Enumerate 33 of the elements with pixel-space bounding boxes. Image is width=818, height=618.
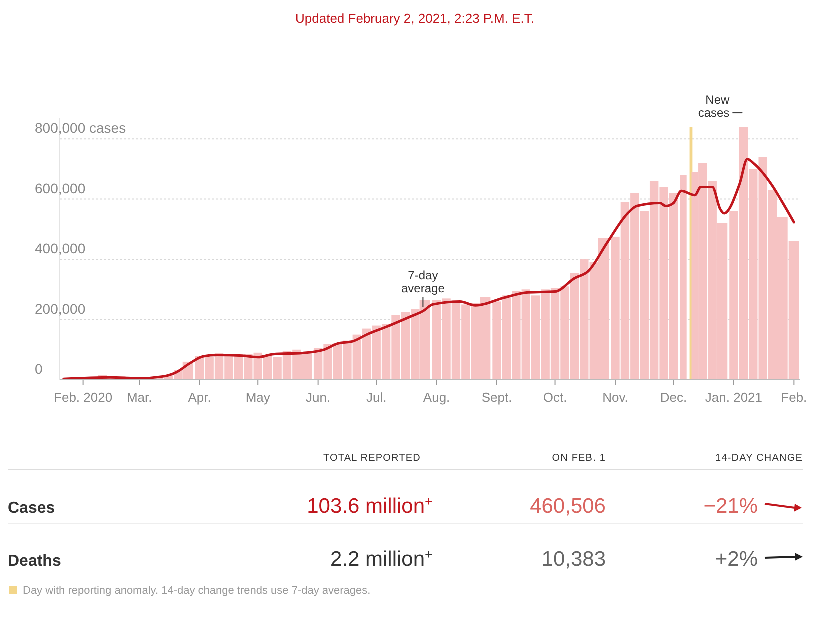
text: −21% xyxy=(704,495,758,518)
y-tick-label: 400,000 xyxy=(35,240,86,257)
x-tick-label: Apr. xyxy=(188,390,212,405)
x-tick-label: Oct. xyxy=(543,390,568,405)
x-tick-label: Jan. 2021 xyxy=(705,390,763,405)
text: TOTAL REPORTED xyxy=(324,453,421,464)
text: Deaths xyxy=(8,553,62,570)
text: ON FEB. 1 xyxy=(552,453,606,464)
y-tick-label: 0 xyxy=(35,361,43,377)
text: 460,506 xyxy=(530,495,606,518)
text: 2.2 million$^{+}$ xyxy=(330,546,434,571)
chart-title: Updated February 2, 2021, 2:23 P.M. E.T. xyxy=(296,11,534,26)
x-tick-label: Jul. xyxy=(366,390,387,405)
text: 10,383 xyxy=(542,548,606,571)
x-tick-label: Nov. xyxy=(602,390,628,405)
x-tick-label: Aug. xyxy=(423,390,450,405)
text: Day with reporting anomaly. 14-day change trends use 7-day averages. xyxy=(23,585,371,597)
x-tick-label: Mar. xyxy=(126,390,152,405)
x-tick-label: Dec. xyxy=(660,390,688,405)
x-tick-label: Feb. xyxy=(781,390,808,405)
y-tick-label: 200,000 xyxy=(35,300,86,317)
y-tick-label: 600,000 xyxy=(35,180,86,196)
x-tick-label: Sept. xyxy=(482,390,512,405)
text: 14-DAY CHANGE xyxy=(716,453,803,464)
y-tick-label: 800,000 cases xyxy=(35,120,126,136)
annotation: 7-day average xyxy=(402,268,446,296)
annotation: New cases xyxy=(698,93,730,120)
x-tick-label: May xyxy=(246,390,271,405)
x-tick-label: Feb. 2020 xyxy=(54,390,113,405)
text: +2% xyxy=(715,548,758,571)
x-tick-label: Jun. xyxy=(306,390,331,405)
text: Cases xyxy=(8,500,56,517)
text: 103.6 million$^{+}$ xyxy=(307,494,434,518)
